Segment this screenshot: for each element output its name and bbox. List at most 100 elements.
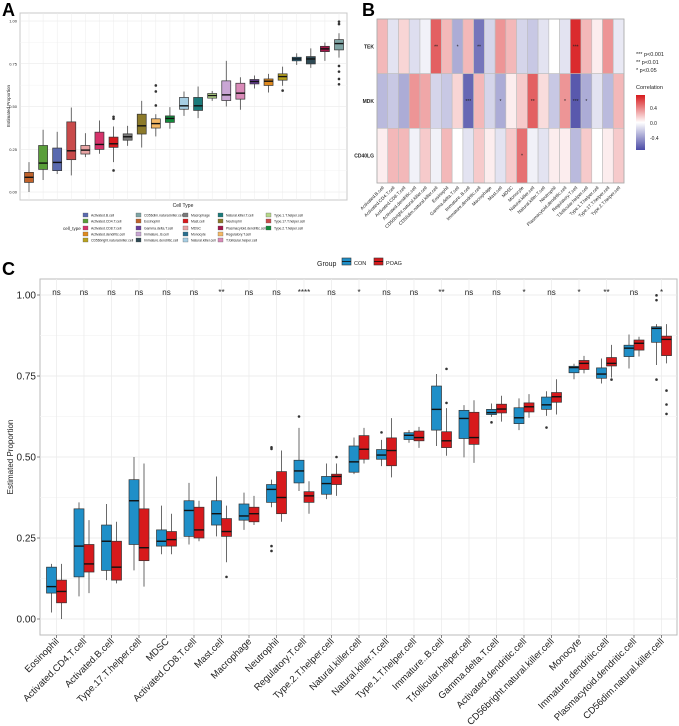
heatmap-cell <box>473 73 485 129</box>
heatmap-cell <box>419 73 431 129</box>
heatmap-cell <box>398 73 410 129</box>
heatmap-cell <box>441 128 453 184</box>
row-label: TEK <box>364 44 374 50</box>
heatmap-cell <box>473 128 485 184</box>
legend-swatch <box>265 218 272 224</box>
heatmap-cell <box>612 128 625 184</box>
legend-swatch <box>135 225 142 231</box>
significance-star: * <box>457 44 459 50</box>
legend-entry: Immature.dendritic.cell <box>144 239 178 243</box>
box-Regulatory.T.cell-outlier <box>154 90 158 93</box>
box-Natural.killer.T.cell-box <box>193 97 203 111</box>
heatmap-cell <box>484 18 496 74</box>
heatmap-cell <box>602 73 614 129</box>
box-Neutrophil-box <box>136 113 147 135</box>
heatmap-cell <box>548 128 560 184</box>
legend-swatch <box>182 218 189 224</box>
heatmap-cell <box>537 128 550 184</box>
legend-entry: Type.2.T.helper.cell <box>274 227 303 231</box>
box-POAG-Monocyte-box <box>578 360 590 370</box>
heatmap-cell <box>484 73 496 129</box>
panel-a-boxplot: 0.00 0.25 0.50 0.75 1.00 Cell Type Estimated P… <box>6 12 348 243</box>
legend-entry: Eosinophil <box>144 220 160 224</box>
significance-star: ** <box>434 44 438 50</box>
heatmap-cell <box>591 128 603 184</box>
legend-swatch <box>135 231 142 237</box>
legend-entry: MDSC <box>191 227 202 231</box>
heatmap-cell <box>441 73 453 129</box>
significance-label: ns <box>272 288 280 297</box>
legend-swatch <box>82 225 89 231</box>
heatmap-cell <box>548 73 560 129</box>
heatmap-cell <box>408 73 421 129</box>
heatmap-cell <box>527 18 539 74</box>
box-CON-Activated.CD4.T.cell-box <box>73 508 85 578</box>
significance-label: ns <box>382 288 390 297</box>
box-CD56dim.natural.killer.cell-outlier <box>337 82 341 86</box>
box-Mast.cell-box <box>108 136 119 148</box>
box-CON-CD56bright.natural.killer.cell-outlier <box>545 426 548 429</box>
heatmap-cell <box>612 18 625 74</box>
box-POAG-Activated.CD8.T.cell-box <box>193 506 205 539</box>
row-label: CD40LG <box>354 154 374 160</box>
heatmap-cell <box>398 18 410 74</box>
box-POAG-CD56dim.natural.killer.cell-box <box>661 335 672 356</box>
box-CON-Immature.dendritic.cell-box <box>596 367 607 379</box>
box-POAG-Mast.cell-box <box>221 518 232 537</box>
box-Mast.cell-outlier <box>112 117 115 121</box>
box-POAG-Immature..B.cell-box <box>441 431 452 448</box>
heatmap-cell <box>580 128 593 184</box>
legend-entry: T.follicular.helper.cell <box>226 239 257 243</box>
box-CON-T.follicular.helper.cell-box <box>458 409 470 439</box>
significance-legend-entry: ** p<0.01 <box>636 60 659 66</box>
box-CON-Neutrophil-outlier <box>270 549 273 553</box>
heatmap-border <box>376 18 625 184</box>
legend-swatch <box>217 237 224 243</box>
legend-swatch <box>135 212 142 218</box>
colorbar-tick-label: 0.4 <box>650 106 657 112</box>
box-POAG-Type.1.T.helper.cell-box <box>413 430 425 442</box>
heatmap-cell <box>516 73 528 129</box>
box-POAG-Mast.cell-outlier <box>225 575 228 579</box>
x-axis-title: Cell Type <box>173 203 194 209</box>
heatmap-cell <box>494 128 507 184</box>
panel-label-a: A <box>2 0 15 20</box>
legend-entry: Activated.CD4.T.cell <box>91 220 122 224</box>
heatmap-cell <box>602 18 614 74</box>
panel-label-c: C <box>2 259 15 279</box>
box-POAG-Immature.dendritic.cell-outlier <box>610 378 613 381</box>
legend-swatch <box>265 212 272 218</box>
y-tick-label: 0.75 <box>9 61 18 66</box>
legend-entry: Neutrophil <box>226 220 242 224</box>
box-CON-Eosinophil-box <box>46 566 57 594</box>
heatmap-cell <box>537 73 550 129</box>
box-CD56dim.natural.killer.cell-box <box>334 39 344 51</box>
significance-star: ** <box>477 44 481 50</box>
box-POAG-Immature..B.cell-outlier <box>445 367 448 371</box>
legend-entry: Type.1.T.helper.cell <box>274 214 303 218</box>
significance-label: ns <box>327 288 335 297</box>
significance-star: * <box>585 99 587 105</box>
heatmap-cell <box>505 18 517 74</box>
legend-swatch <box>217 212 224 218</box>
legend-swatch <box>82 218 89 224</box>
legend-entry: Natural.killer.T.cell <box>226 214 254 218</box>
box-POAG-Natural.killer.T.cell-box <box>386 437 397 467</box>
box-POAG-Type.17.T.helper.cell-box <box>138 508 150 562</box>
significance-star: *** <box>573 99 579 105</box>
heatmap-cell <box>419 128 431 184</box>
heatmap-cell <box>537 18 550 74</box>
colorbar-title: Correlation <box>636 85 663 91</box>
significance-label: ns <box>162 288 170 297</box>
heatmap-cell <box>494 18 507 74</box>
heatmap-cell <box>387 128 399 184</box>
box-POAG-CD56dim.natural.killer.cell-outlier <box>665 389 668 392</box>
legend-entry-POAG: POAG <box>386 261 402 267</box>
legend-entry: CD56dim.natural.killer.cell <box>144 214 183 218</box>
box-CON-Neutrophil-outlier <box>270 445 273 449</box>
box-CD56dim.natural.killer.cell-outlier <box>337 70 341 73</box>
heatmap-cell <box>612 73 625 129</box>
legend-entry: Type.17.T.helper.cell <box>274 220 305 224</box>
box-POAG-Macrophage-box <box>248 506 260 523</box>
significance-star: * <box>564 99 566 105</box>
